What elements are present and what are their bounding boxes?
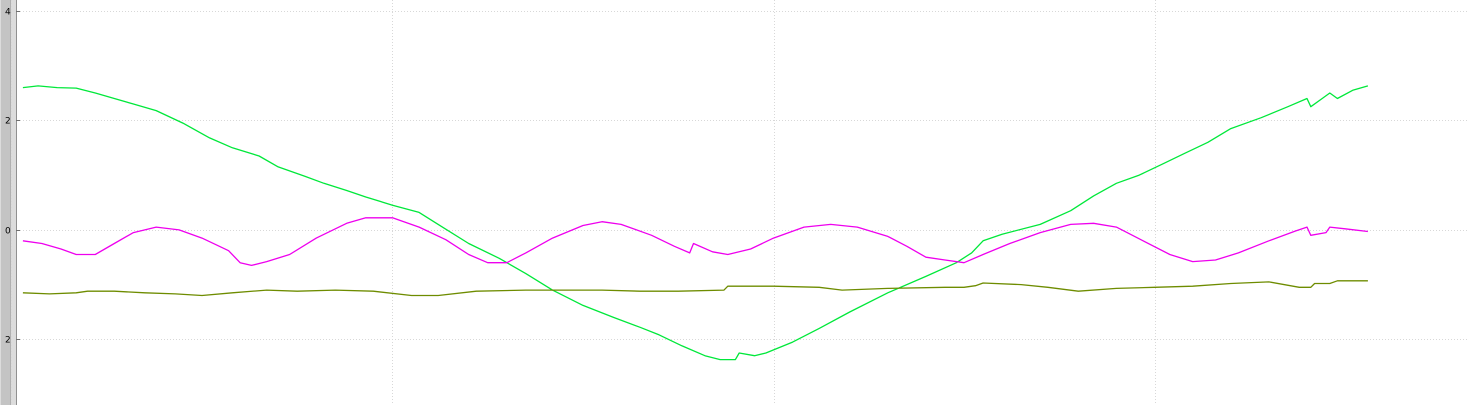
y-tick-label-3: 2 xyxy=(5,336,11,346)
grid xyxy=(11,0,1467,405)
series-line-0 xyxy=(22,85,1369,361)
series-group xyxy=(22,85,1369,361)
scrollbar-track[interactable] xyxy=(1,0,11,405)
series-line-1 xyxy=(22,217,1368,267)
y-tick-label-1: 2 xyxy=(5,117,11,127)
series-line-2 xyxy=(22,280,1368,297)
y-tick-label-0: 4 xyxy=(5,8,11,18)
y-ticks: 4 2 0 2 xyxy=(5,8,20,346)
y-tick-label-2: 0 xyxy=(5,227,11,237)
